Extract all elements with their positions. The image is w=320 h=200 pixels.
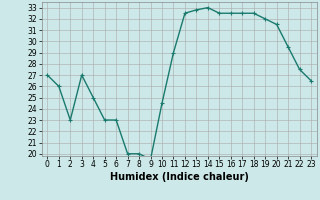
X-axis label: Humidex (Indice chaleur): Humidex (Indice chaleur) xyxy=(110,172,249,182)
